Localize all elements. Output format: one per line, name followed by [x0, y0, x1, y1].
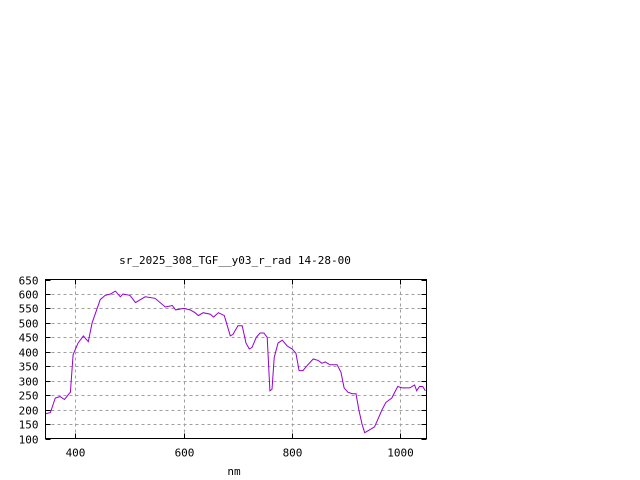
chart-title: sr_2025_308_TGF__y03_r_rad 14-28-00 — [119, 254, 351, 267]
y-tick-label: 300 — [19, 376, 39, 389]
series-line — [45, 290, 426, 434]
x-tick-label: 400 — [66, 447, 86, 460]
y-tick-label: 350 — [19, 361, 39, 374]
x-tick-label: 1000 — [387, 447, 414, 460]
y-tick-label: 450 — [19, 332, 39, 345]
x-axis-label: nm — [227, 465, 241, 478]
y-tick-label: 200 — [19, 405, 39, 418]
x-tick-label: 600 — [175, 447, 195, 460]
grid — [45, 279, 427, 439]
y-tick-label: 250 — [19, 390, 39, 403]
x-tick-label: 800 — [283, 447, 303, 460]
y-tick-label: 150 — [19, 419, 39, 432]
y-tick-label: 650 — [19, 275, 39, 288]
y-tick-label: 600 — [19, 289, 39, 302]
y-tick-label: 550 — [19, 303, 39, 316]
y-tick-label: 100 — [19, 434, 39, 447]
y-tick-label: 400 — [19, 347, 39, 360]
y-tick-label: 500 — [19, 318, 39, 331]
plot-border — [45, 279, 427, 439]
